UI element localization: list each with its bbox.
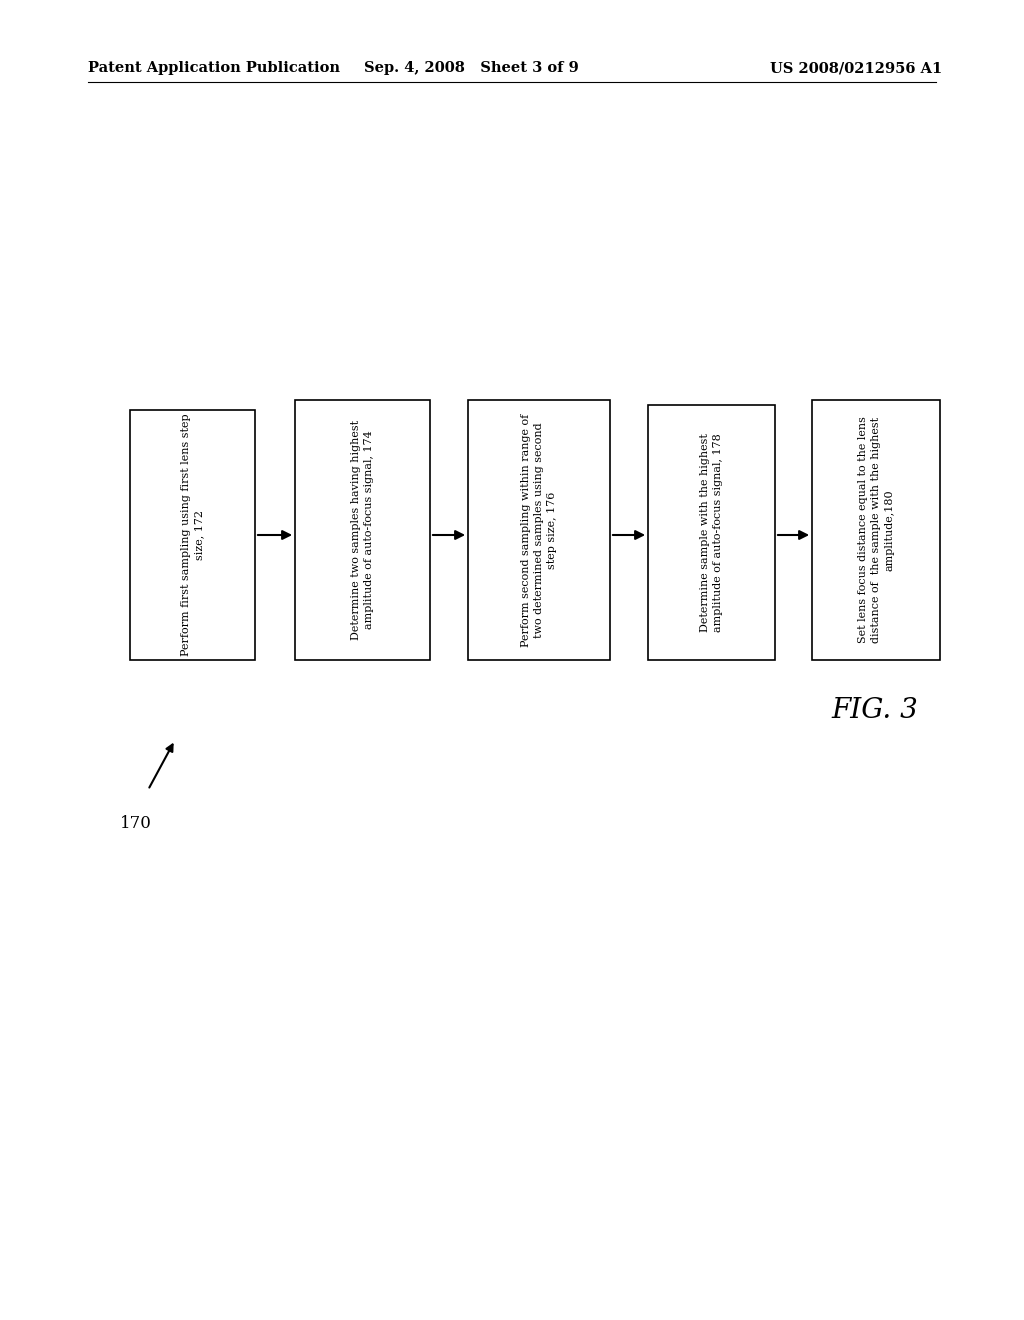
Text: FIG. 3: FIG. 3 bbox=[831, 697, 919, 723]
Bar bbox=[130, 411, 255, 660]
Text: Perform second sampling within range of
two determined samples using second
step: Perform second sampling within range of … bbox=[521, 413, 557, 647]
Text: 170: 170 bbox=[120, 814, 152, 832]
Bar bbox=[648, 405, 775, 660]
Bar bbox=[812, 400, 940, 660]
Text: Perform first sampling using first lens step
size, 172: Perform first sampling using first lens … bbox=[181, 413, 204, 656]
Bar bbox=[468, 400, 610, 660]
Text: Patent Application Publication: Patent Application Publication bbox=[88, 61, 340, 75]
Bar bbox=[295, 400, 430, 660]
Text: Determine sample with the highest
amplitude of auto-focus signal, 178: Determine sample with the highest amplit… bbox=[699, 433, 723, 632]
Text: Sep. 4, 2008   Sheet 3 of 9: Sep. 4, 2008 Sheet 3 of 9 bbox=[364, 61, 579, 75]
Text: Set lens focus distance equal to the lens
distance of  the sample with the highe: Set lens focus distance equal to the len… bbox=[858, 417, 894, 643]
Text: Determine two samples having highest
amplitude of auto-focus signal, 174: Determine two samples having highest amp… bbox=[351, 420, 374, 640]
Text: US 2008/0212956 A1: US 2008/0212956 A1 bbox=[770, 61, 942, 75]
